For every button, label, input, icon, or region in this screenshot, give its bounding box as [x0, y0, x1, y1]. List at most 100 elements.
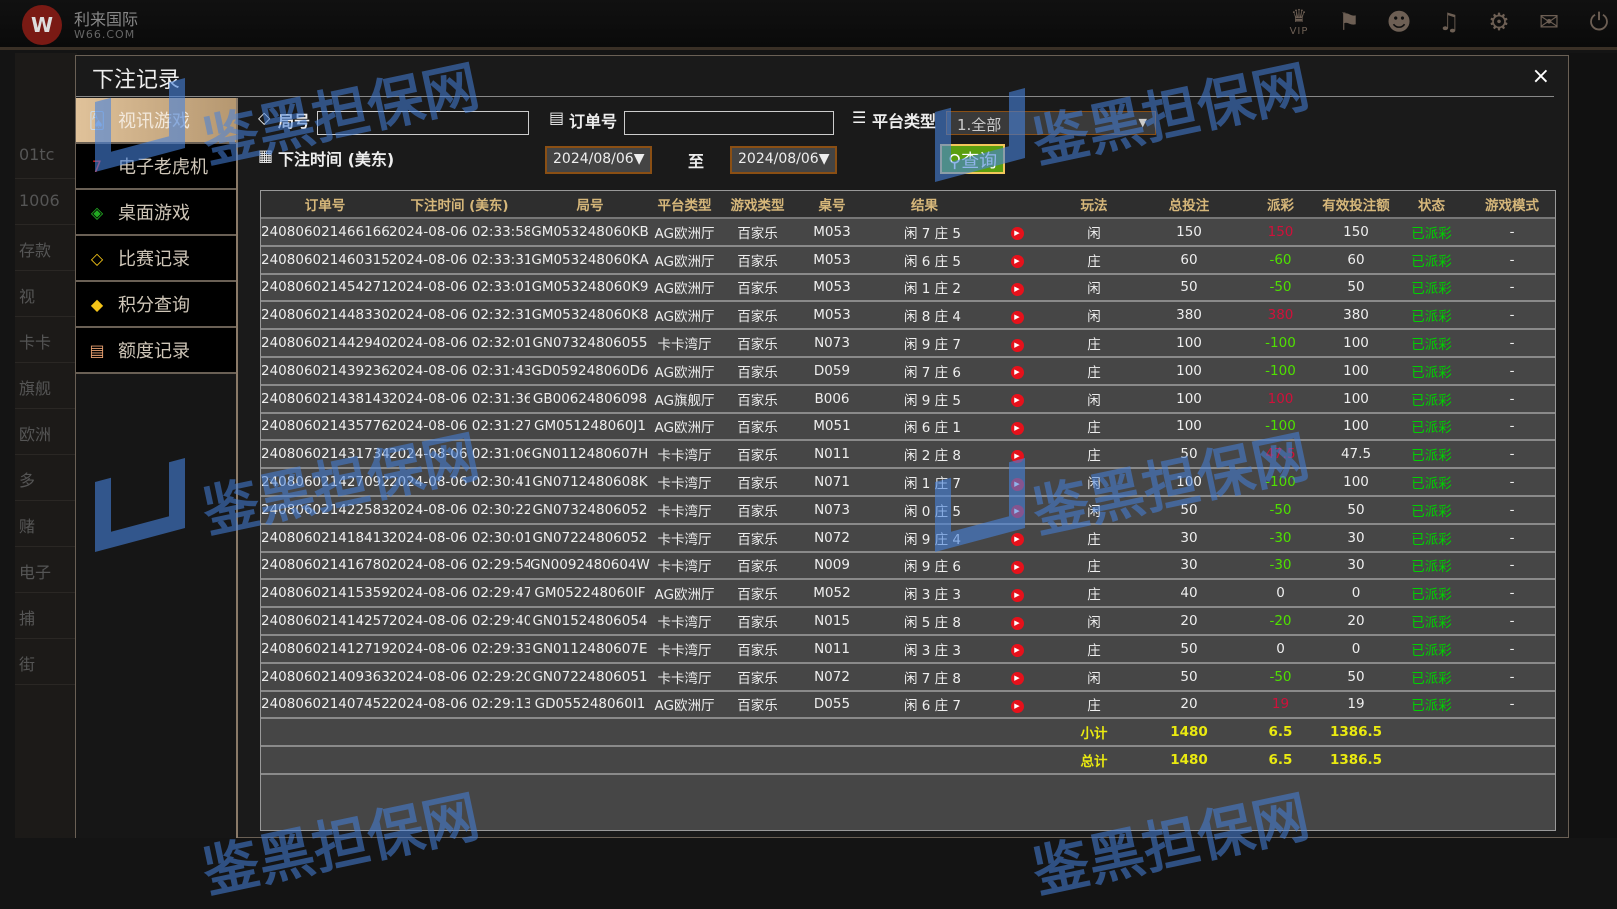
music-icon[interactable]: ♫	[1438, 8, 1460, 36]
sidebar-item-1[interactable]: 7 电子老虎机	[76, 144, 236, 190]
play-replay-icon[interactable]: ▶	[1010, 672, 1024, 686]
table-row: 240806021454271 2024-08-06 02:33:01 GM0532…	[261, 273, 1555, 303]
empty-cell	[868, 746, 981, 775]
round-input[interactable]	[317, 111, 529, 135]
result-cell: 闲 7 庄 8	[868, 662, 981, 692]
round-id-cell: GM053248060KB	[530, 218, 650, 247]
order-id-cell: 240806021414257	[261, 607, 389, 636]
play-type-cell: 闲	[1053, 301, 1135, 331]
play-replay-icon[interactable]: ▶	[1010, 616, 1024, 630]
brand-logo[interactable]: W	[22, 5, 62, 45]
replay-cell: ▶	[981, 495, 1053, 525]
bet-time-cell: 2024-08-06 02:30:01	[389, 523, 530, 553]
table-no-cell: M051	[796, 412, 868, 442]
order-label: 订单号	[569, 112, 618, 131]
sidebar-item-4[interactable]: ◆ 积分查询	[76, 282, 236, 328]
play-replay-icon[interactable]: ▶	[1010, 282, 1024, 296]
play-type-cell: 庄	[1053, 579, 1135, 609]
gear-icon[interactable]: ⚙	[1488, 8, 1510, 36]
table-row: 240806021438143 2024-08-06 02:31:36 GB0062…	[261, 384, 1555, 414]
valid-bet-cell: 60	[1318, 245, 1394, 275]
sidebar-item-0[interactable]: 🂡 视讯游戏	[76, 98, 236, 144]
payout-cell: -50	[1243, 495, 1318, 525]
table-no-cell: N073	[796, 495, 868, 525]
game-type-cell: 百家乐	[719, 245, 796, 275]
play-replay-icon[interactable]: ▶	[1010, 366, 1024, 380]
chat-user-icon[interactable]: ☻	[1386, 8, 1412, 36]
valid-bet-cell: 0	[1318, 634, 1394, 664]
play-replay-icon[interactable]: ▶	[1010, 644, 1024, 658]
total-row: 总计 1480 6.5 1386.5	[261, 746, 1555, 775]
play-replay-icon[interactable]: ▶	[1010, 560, 1024, 574]
power-icon[interactable]: ⏻	[1589, 8, 1609, 36]
column-header: 游戏模式	[1469, 191, 1555, 219]
sidebar-item-label: 视讯游戏	[118, 111, 190, 132]
table-row: 240806021439236 2024-08-06 02:31:43 GD0592…	[261, 356, 1555, 386]
valid-bet-cell: 50	[1318, 273, 1394, 303]
bet-time-cell: 2024-08-06 02:32:31	[389, 301, 530, 331]
table-no-cell: N011	[796, 634, 868, 664]
message-icon[interactable]: ✉	[1538, 8, 1560, 36]
play-type-cell: 庄	[1053, 356, 1135, 386]
date-from-picker[interactable]: 2024/08/06▼	[545, 146, 653, 174]
bet-time-cell: 2024-08-06 02:29:54	[389, 551, 530, 581]
table-row: 240806021431734 2024-08-06 02:31:06 GN0112…	[261, 440, 1555, 470]
table-row: 240806021427092 2024-08-06 02:30:41 GN0712…	[261, 468, 1555, 497]
flag-icon[interactable]: ⚑	[1338, 8, 1360, 36]
game-type-cell: 百家乐	[719, 440, 796, 470]
game-type-cell: 百家乐	[719, 329, 796, 358]
sidebar-item-3[interactable]: ◇ 比赛记录	[76, 236, 236, 282]
sidebar-item-2[interactable]: ◈ 桌面游戏	[76, 190, 236, 236]
empty-cell	[261, 718, 389, 748]
play-replay-icon[interactable]: ▶	[1010, 449, 1024, 463]
bet-time-cell: 2024-08-06 02:31:43	[389, 356, 530, 386]
platform-select[interactable]: 1.全部 ▼	[946, 111, 1156, 135]
result-cell: 闲 9 庄 7	[868, 329, 981, 358]
bet-time-cell: 2024-08-06 02:32:01	[389, 329, 530, 358]
play-replay-icon[interactable]: ▶	[1010, 699, 1024, 713]
background-item: 欧洲	[15, 409, 77, 455]
empty-cell	[261, 746, 389, 775]
payout-cell: 0	[1243, 579, 1318, 609]
empty-cell	[719, 718, 796, 748]
date-to-picker[interactable]: 2024/08/06▼	[730, 146, 838, 174]
play-replay-icon[interactable]: ▶	[1010, 533, 1024, 547]
column-header: 局号	[530, 191, 650, 219]
play-type-cell: 闲	[1053, 662, 1135, 692]
game-mode-cell: -	[1469, 607, 1555, 636]
filter-bar: ◇ 局号 ▤ 订单号 ☰ 平台类型 1.全部 ▼ ▦ 下注时间 (美东) 2024…	[254, 106, 1554, 186]
play-replay-icon[interactable]: ▶	[1010, 394, 1024, 408]
play-replay-icon[interactable]: ▶	[1010, 588, 1024, 602]
sidebar-item-5[interactable]: ▤ 额度记录	[76, 328, 236, 374]
background-lobby-sidebar: 01tc 1006 存款视卡卡 旗舰 欧洲多赌电子捕街	[15, 53, 77, 838]
table-no-cell: N015	[796, 607, 868, 636]
status-cell: 已派彩	[1394, 607, 1469, 636]
play-replay-icon[interactable]: ▶	[1010, 255, 1024, 269]
play-type-cell: 庄	[1053, 440, 1135, 470]
play-replay-icon[interactable]: ▶	[1010, 477, 1024, 491]
empty-cell	[530, 718, 650, 748]
valid-bet-cell: 30	[1318, 523, 1394, 553]
play-replay-icon[interactable]: ▶	[1010, 310, 1024, 324]
close-icon[interactable]: ×	[1531, 64, 1550, 89]
query-button[interactable]: ⚲查询	[940, 144, 1006, 174]
replay-cell: ▶	[981, 634, 1053, 664]
play-replay-icon[interactable]: ▶	[1010, 421, 1024, 435]
empty-cell	[981, 718, 1053, 748]
order-input[interactable]	[624, 111, 834, 135]
game-mode-cell: -	[1469, 662, 1555, 692]
vip-button[interactable]: ♛ VIP	[1285, 8, 1313, 37]
empty-cell	[389, 746, 530, 775]
background-item: 街	[15, 639, 77, 685]
play-replay-icon[interactable]: ▶	[1010, 505, 1024, 519]
ticket-icon: ◇	[90, 248, 104, 268]
empty-cell	[1394, 746, 1469, 775]
play-replay-icon[interactable]: ▶	[1010, 227, 1024, 241]
status-cell: 已派彩	[1394, 273, 1469, 303]
status-cell: 已派彩	[1394, 301, 1469, 331]
total-bet-cell: 20	[1135, 690, 1243, 720]
bet-time-cell: 2024-08-06 02:29:40	[389, 607, 530, 636]
play-replay-icon[interactable]: ▶	[1010, 338, 1024, 352]
game-mode-cell: -	[1469, 523, 1555, 553]
subtotal-valid-bet: 1386.5	[1318, 718, 1394, 748]
